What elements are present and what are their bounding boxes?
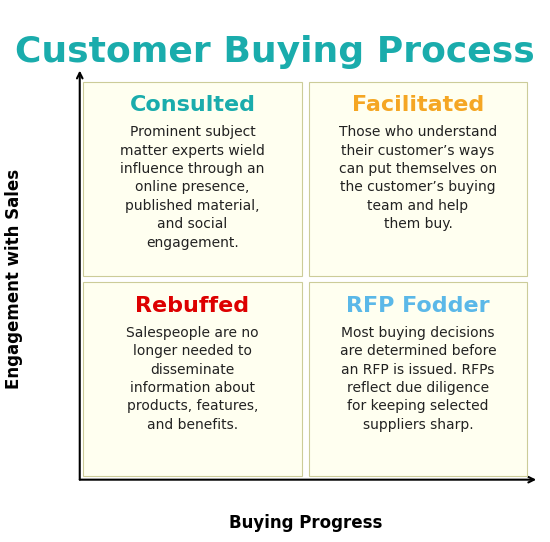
Text: Buying Progress: Buying Progress (229, 514, 382, 532)
Text: RFP Fodder: RFP Fodder (346, 296, 490, 316)
Text: Salespeople are no
longer needed to
disseminate
information about
products, feat: Salespeople are no longer needed to diss… (126, 326, 259, 432)
Text: Rebuffed: Rebuffed (135, 296, 250, 316)
Text: Facilitated: Facilitated (352, 95, 484, 115)
Text: Prominent subject
matter experts wield
influence through an
online presence,
pub: Prominent subject matter experts wield i… (120, 125, 265, 250)
Text: Customer Buying Process: Customer Buying Process (15, 35, 535, 69)
Text: Most buying decisions
are determined before
an RFP is issued. RFPs
reflect due d: Most buying decisions are determined bef… (340, 326, 496, 432)
Text: Engagement with Sales: Engagement with Sales (5, 169, 23, 389)
Text: Those who understand
their customer’s ways
can put themselves on
the customer’s : Those who understand their customer’s wa… (339, 125, 497, 231)
Text: Consulted: Consulted (129, 95, 256, 115)
